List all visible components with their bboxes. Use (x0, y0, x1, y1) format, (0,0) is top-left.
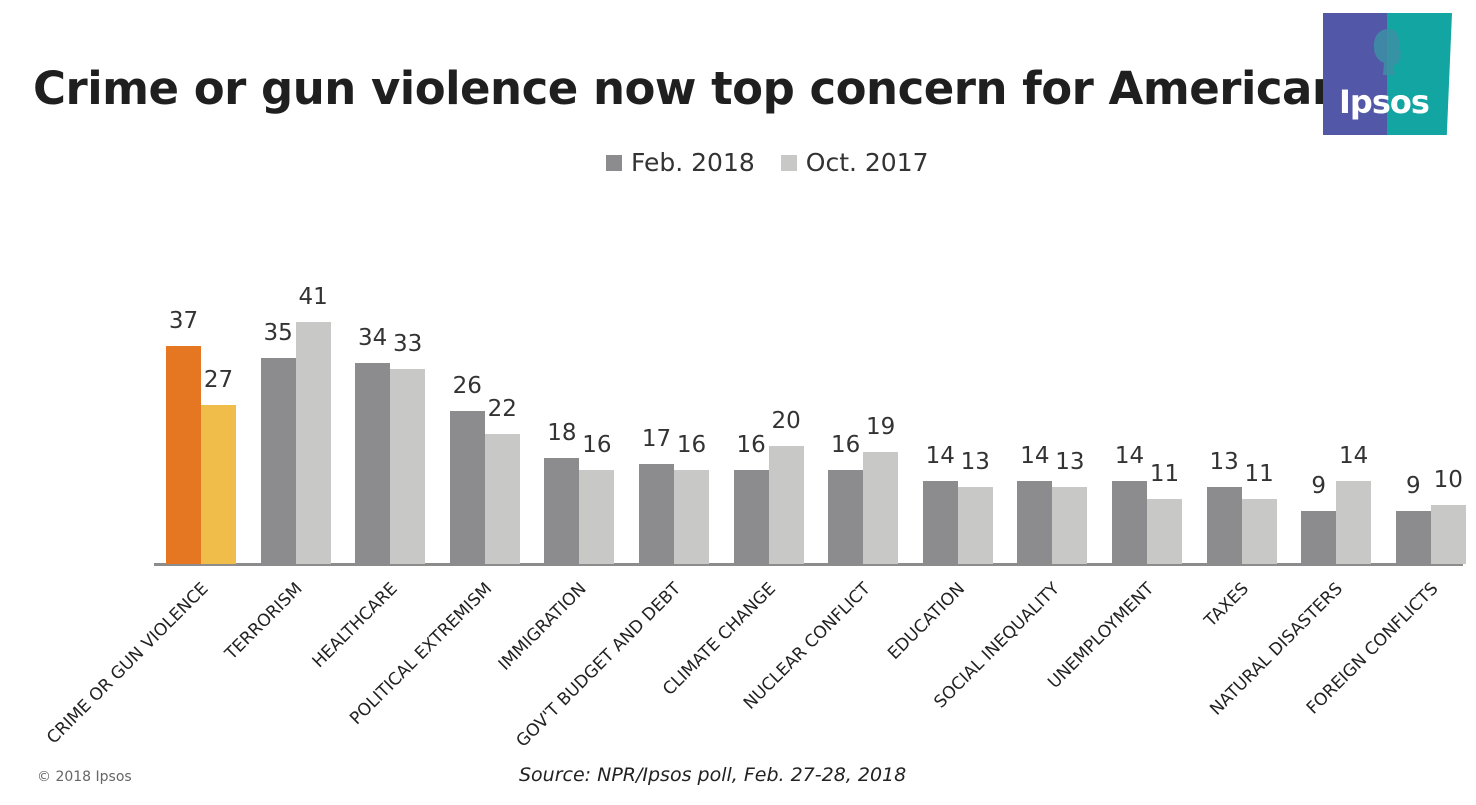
bar-value-label: 11 (1149, 461, 1180, 488)
x-axis-line (154, 563, 1463, 566)
bar-value-label: 10 (1433, 467, 1463, 493)
bar-oct-2017 (1052, 487, 1088, 564)
bar-value-label: 41 (298, 284, 328, 311)
bar-oct-2017 (1147, 499, 1182, 564)
bar-value-label: 18 (547, 419, 577, 446)
bar-oct-2017 (201, 404, 236, 564)
source-text: Source: NPR/Ipsos poll, Feb. 27-28, 2018 (519, 764, 907, 786)
bar-oct-2017 (390, 369, 426, 564)
bar-value-label: 11 (1244, 461, 1274, 488)
bar-value-label: 34 (358, 325, 388, 352)
bar-oct-2017 (863, 451, 899, 564)
bar-value-label: 16 (831, 431, 861, 458)
bar-value-label: 9 (1311, 472, 1326, 499)
logo-left-panel (1323, 13, 1387, 135)
bar-oct-2017 (1336, 481, 1372, 564)
bar-feb-2018 (1017, 481, 1053, 564)
bar-value-label: 26 (452, 372, 482, 399)
legend-item-feb-2018: Feb. 2018 (606, 148, 755, 177)
bar-feb-2018 (1112, 481, 1147, 564)
bar-feb-2018 (1395, 510, 1431, 564)
bar-value-label: 14 (1114, 443, 1145, 470)
bar-feb-2018 (449, 410, 485, 564)
legend-swatch-oct-2017 (780, 154, 797, 171)
legend-label-oct-2017: Oct. 2017 (805, 148, 929, 177)
bar-value-label: 22 (487, 396, 517, 423)
chart-legend: Feb. 2018 Oct. 2017 (606, 148, 955, 177)
bar-feb-2018 (639, 463, 674, 564)
bar-feb-2018 (166, 345, 201, 564)
category-label: IMMIGRATION (494, 578, 591, 675)
logo-right-panel (1387, 13, 1452, 135)
bar-feb-2018 (544, 457, 580, 564)
bar-feb-2018 (1301, 510, 1337, 564)
bar-value-label: 14 (1339, 443, 1369, 470)
bar-feb-2018 (733, 469, 769, 564)
bar-value-label: 27 (203, 366, 234, 393)
chart-title: Crime or gun violence now top concern fo… (33, 62, 1370, 115)
bar-value-label: 16 (676, 431, 707, 458)
legend-label-feb-2018: Feb. 2018 (631, 148, 755, 177)
bar-value-label: 37 (168, 307, 199, 334)
category-label: UNEMPLOYMENT (1044, 578, 1159, 693)
bar-value-label: 16 (582, 431, 612, 458)
bar-oct-2017 (295, 322, 331, 564)
bar-value-label: 14 (925, 443, 955, 470)
legend-swatch-feb-2018 (606, 154, 622, 171)
bar-value-label: 20 (771, 408, 801, 434)
bar-oct-2017 (768, 446, 804, 564)
bar-oct-2017 (1430, 505, 1466, 564)
bar-value-label: 13 (960, 449, 990, 476)
ipsos-logo: Ipsos (1323, 13, 1452, 135)
logo-text: Ipsos (1339, 83, 1430, 121)
bar-oct-2017 (579, 469, 615, 564)
category-label: TAXES (1200, 578, 1253, 632)
bar-feb-2018 (260, 357, 296, 564)
bar-value-label: 17 (641, 425, 672, 452)
bar-value-label: 19 (866, 413, 896, 440)
category-label: GOV'T BUDGET AND DEBT (512, 578, 686, 752)
bar-oct-2017 (674, 469, 709, 564)
bar-value-label: 16 (736, 431, 766, 458)
bar-feb-2018 (1206, 487, 1242, 564)
profile-head-icon (1373, 29, 1402, 75)
bar-value-label: 13 (1055, 449, 1085, 476)
legend-item-oct-2017: Oct. 2017 (780, 148, 929, 177)
category-label: HEALTHCARE (308, 578, 402, 672)
bar-value-label: 35 (263, 319, 293, 346)
bar-value-label: 33 (393, 331, 423, 358)
bar-value-label: 14 (1020, 443, 1050, 470)
category-label: CRIME OR GUN VIOLENCE (42, 578, 213, 749)
bar-feb-2018 (922, 481, 958, 564)
bar-value-label: 9 (1405, 472, 1421, 499)
bar-oct-2017 (484, 434, 520, 564)
category-label: TERRORISM (221, 578, 307, 665)
category-label: EDUCATION (884, 578, 969, 664)
bar-oct-2017 (1241, 499, 1277, 564)
copyright-text: © 2018 Ipsos (37, 769, 132, 785)
bar-feb-2018 (828, 469, 864, 564)
bar-oct-2017 (957, 487, 993, 564)
bar-value-label: 13 (1209, 449, 1239, 476)
bar-feb-2018 (355, 363, 391, 564)
